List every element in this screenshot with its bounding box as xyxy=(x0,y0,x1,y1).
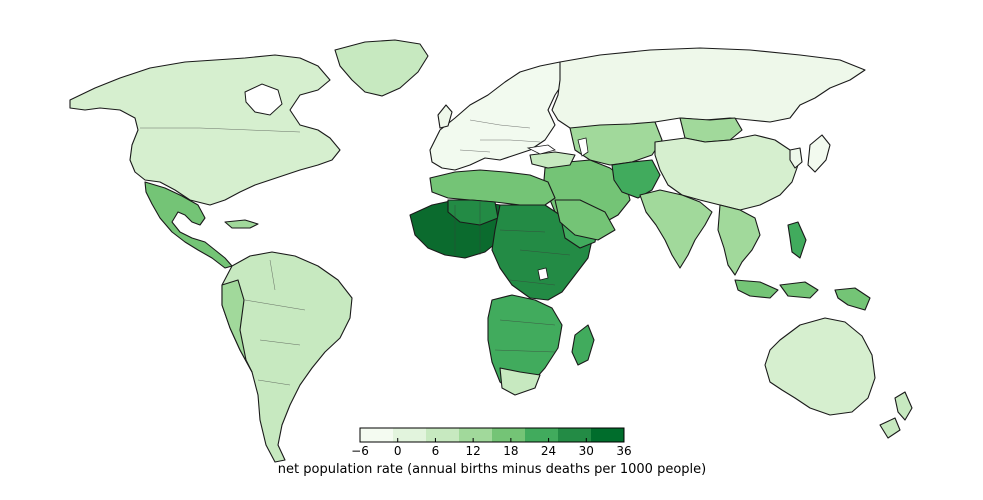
region-southeast-asia xyxy=(717,204,761,276)
colorbar-frame xyxy=(359,427,625,443)
colorbar-tick-label: 0 xyxy=(394,444,402,458)
colorbar-tick-label: 18 xyxy=(503,444,518,458)
colorbar-tick-label: 6 xyxy=(432,444,440,458)
colorbar-tick-label: 12 xyxy=(466,444,481,458)
colorbar-segment xyxy=(393,428,427,442)
region-afg-pak xyxy=(611,159,661,199)
region-south-america xyxy=(221,251,353,463)
caspian-sea xyxy=(577,137,589,157)
region-korea xyxy=(789,147,803,169)
colorbar-segment xyxy=(492,428,526,442)
region-india xyxy=(639,189,713,269)
colorbar-segment xyxy=(591,428,625,442)
colorbar-label: net population rate (annual births minus… xyxy=(278,462,706,477)
region-australia xyxy=(764,317,876,416)
region-japan xyxy=(807,134,831,173)
colorbar: −6 0 6 12 18 24 30 36 xyxy=(351,427,632,458)
region-new-zealand xyxy=(879,391,913,439)
region-arabia xyxy=(554,199,616,241)
colorbar-segment xyxy=(558,428,592,442)
colorbar-segment xyxy=(360,428,394,442)
region-philippines xyxy=(787,221,807,259)
region-papua xyxy=(834,287,871,311)
black-sea xyxy=(526,144,556,155)
region-russia xyxy=(551,47,866,131)
region-central-asia xyxy=(569,121,663,166)
hudson-bay xyxy=(244,83,283,116)
colorbar-segment xyxy=(459,428,493,442)
border-canada-usa xyxy=(140,127,301,133)
region-uk xyxy=(437,104,453,129)
region-turkey xyxy=(529,151,576,169)
colorbar-tick-label: 24 xyxy=(541,444,556,458)
region-mexico xyxy=(144,181,233,269)
border-south-america xyxy=(244,259,306,386)
region-indonesia xyxy=(734,279,819,299)
border-europe xyxy=(459,119,541,153)
colorbar-segment xyxy=(426,428,460,442)
colorbar-tick-label: 30 xyxy=(579,444,594,458)
region-madagascar xyxy=(571,324,595,366)
region-europe xyxy=(429,61,566,171)
region-china xyxy=(654,134,799,211)
region-north-africa xyxy=(429,169,556,206)
region-sahel xyxy=(447,199,499,226)
border-africa xyxy=(454,202,571,353)
region-caribbean xyxy=(224,219,259,229)
region-south-africa xyxy=(499,367,541,396)
region-canada-usa xyxy=(69,54,341,206)
colorbar-segment xyxy=(525,428,559,442)
region-andes xyxy=(221,279,253,373)
colorbar-tick-label: −6 xyxy=(351,444,369,458)
colorbar-tick-label: 36 xyxy=(616,444,631,458)
region-greenland xyxy=(334,39,429,97)
lake-victoria xyxy=(537,267,549,281)
